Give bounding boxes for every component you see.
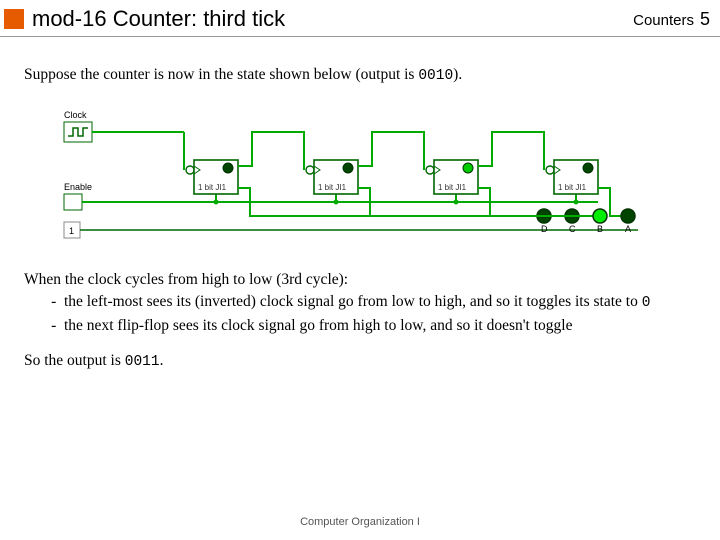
outro-prefix: So the output is bbox=[24, 352, 125, 369]
page-number: 5 bbox=[700, 9, 710, 30]
intro-suffix: ). bbox=[453, 66, 462, 83]
svg-text:A: A bbox=[625, 224, 631, 234]
clock-line: When the clock cycles from high to low (… bbox=[24, 270, 696, 291]
bullet1-prefix: the left-most sees its (inverted) clock … bbox=[64, 293, 642, 310]
svg-text:Clock: Clock bbox=[64, 110, 87, 120]
svg-text:B: B bbox=[597, 224, 603, 234]
accent-square-icon bbox=[4, 9, 24, 29]
counter-circuit-svg: Clock Enable 1 1 bit JI1 D 1 bit JI1 C 1 bit JI… bbox=[24, 102, 664, 252]
svg-text:1 bit JI1: 1 bit JI1 bbox=[198, 183, 227, 192]
outro-text: So the output is 0011. bbox=[24, 351, 696, 373]
bullet-list: the left-most sees its (inverted) clock … bbox=[24, 292, 696, 336]
slide-body: Suppose the counter is now in the state … bbox=[0, 37, 720, 373]
svg-text:1 bit JI1: 1 bit JI1 bbox=[438, 183, 467, 192]
slide-footer: Computer Organization I bbox=[0, 516, 720, 528]
svg-text:C: C bbox=[569, 224, 576, 234]
bullet1-value: 0 bbox=[642, 295, 651, 311]
bullet-1: the left-most sees its (inverted) clock … bbox=[64, 292, 696, 314]
circuit-diagram: Clock Enable 1 1 bit JI1 D 1 bit JI1 C 1 bit JI… bbox=[24, 102, 696, 252]
slide-header: mod-16 Counter: third tick Counters 5 bbox=[0, 0, 720, 37]
bullet-2: the next flip-flop sees its clock signal… bbox=[64, 316, 696, 337]
intro-text: Suppose the counter is now in the state … bbox=[24, 65, 696, 87]
svg-text:Enable: Enable bbox=[64, 182, 92, 192]
slide-title: mod-16 Counter: third tick bbox=[32, 6, 633, 32]
svg-text:1 bit JI1: 1 bit JI1 bbox=[318, 183, 347, 192]
intro-value: 0010 bbox=[418, 68, 453, 84]
outro-suffix: . bbox=[160, 352, 164, 369]
intro-prefix: Suppose the counter is now in the state … bbox=[24, 66, 418, 83]
svg-text:1 bit JI1: 1 bit JI1 bbox=[558, 183, 587, 192]
section-label: Counters bbox=[633, 12, 694, 29]
svg-text:1: 1 bbox=[69, 226, 74, 236]
outro-value: 0011 bbox=[125, 354, 160, 370]
svg-text:D: D bbox=[541, 224, 548, 234]
header-right: Counters 5 bbox=[633, 9, 710, 30]
